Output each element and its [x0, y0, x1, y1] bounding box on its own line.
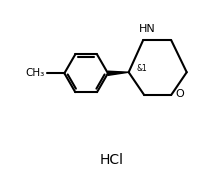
Text: O: O [176, 89, 184, 99]
Text: &1: &1 [137, 64, 147, 73]
Text: HN: HN [139, 24, 155, 34]
Text: CH₃: CH₃ [26, 68, 45, 78]
Text: HCl: HCl [100, 153, 124, 167]
Polygon shape [108, 71, 129, 75]
